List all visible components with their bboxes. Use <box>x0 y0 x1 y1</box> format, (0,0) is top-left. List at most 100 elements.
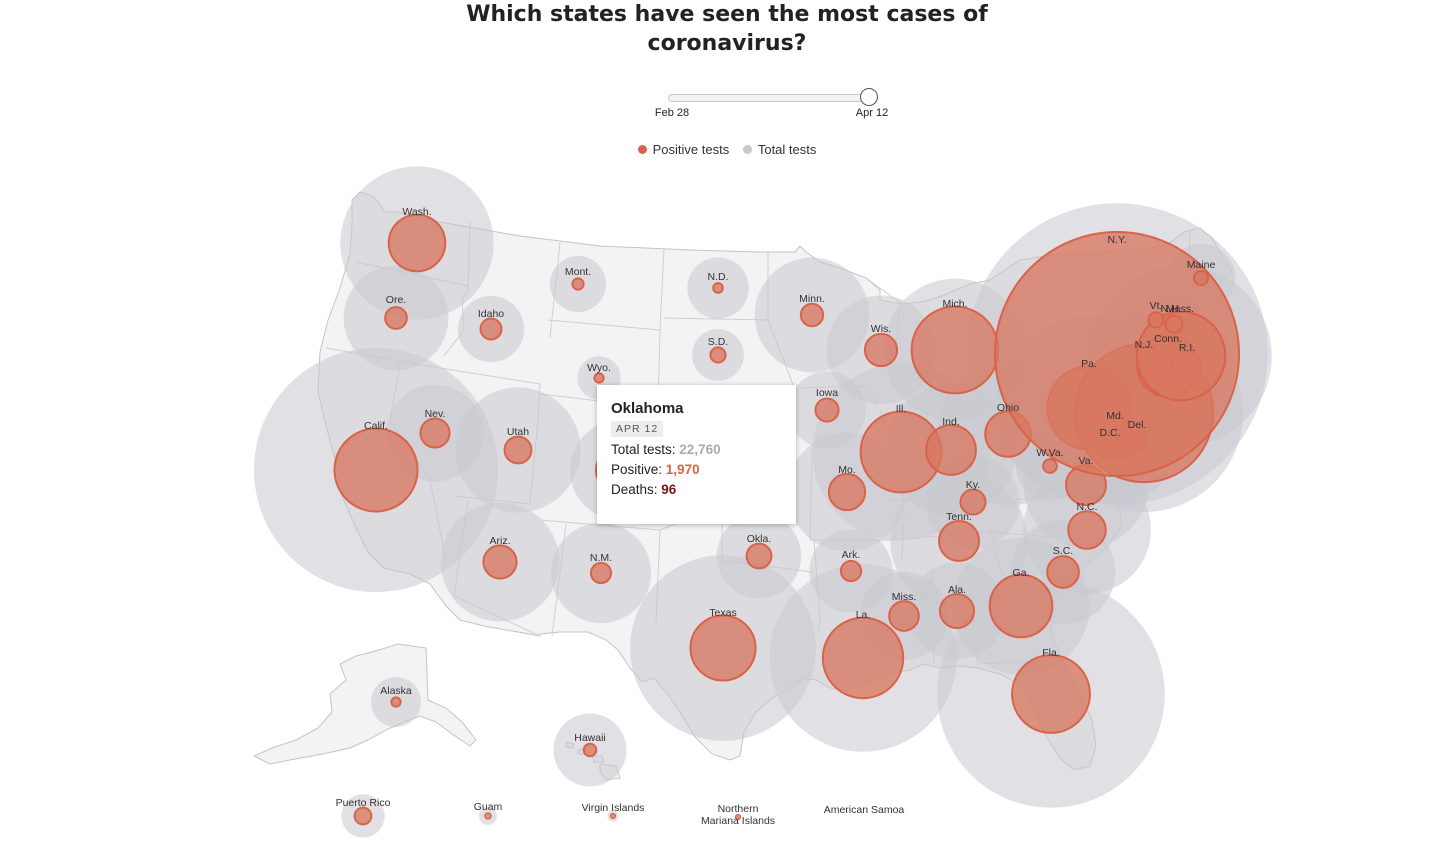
tooltip-date: APR 12 <box>611 421 664 437</box>
positive-circle-ariz[interactable] <box>482 544 518 580</box>
tooltip-total-label: Total tests: <box>611 442 676 457</box>
tooltip-total-value: 22,760 <box>679 442 721 457</box>
positive-circle-ind[interactable] <box>925 424 977 476</box>
positive-circle-n-c[interactable] <box>1067 510 1107 550</box>
positive-circle-minn[interactable] <box>799 302 825 328</box>
tooltip-deaths-row: Deaths: 96 <box>611 482 782 497</box>
state-label-la: La. <box>856 609 871 621</box>
positive-circle-ark[interactable] <box>839 559 863 583</box>
positive-circle-tenn[interactable] <box>938 520 980 562</box>
positive-circle-wis[interactable] <box>863 332 899 368</box>
slider-start-label: Feb 28 <box>654 107 690 119</box>
positive-circle-la[interactable] <box>821 616 905 700</box>
positive-circle-ala[interactable] <box>938 592 976 630</box>
positive-circle-s-d[interactable] <box>709 346 727 364</box>
positive-circle-miss[interactable] <box>888 600 920 632</box>
state-label-calif: Calif. <box>364 420 388 432</box>
state-label-n-y: N.Y. <box>1107 234 1126 246</box>
positive-circle-puerto-rico[interactable] <box>353 806 373 826</box>
state-label-s-d: S.D. <box>708 336 728 348</box>
date-slider[interactable] <box>668 88 878 106</box>
title-line-1: Which states have seen the most cases of <box>466 2 988 27</box>
positive-circle-idaho[interactable] <box>479 317 503 341</box>
state-label-w-va: W.Va. <box>1036 447 1063 459</box>
positive-circle-texas[interactable] <box>689 614 757 682</box>
state-label-iowa: Iowa <box>816 387 838 399</box>
state-label-tenn: Tenn. <box>946 511 972 523</box>
positive-circle-virgin-islands[interactable] <box>609 812 617 820</box>
positive-circle-n-d[interactable] <box>712 282 724 294</box>
positive-circle-maine[interactable] <box>1192 269 1210 287</box>
state-label-hawaii: Hawaii <box>574 732 606 744</box>
state-label-puerto-rico: Puerto Rico <box>336 797 391 809</box>
legend-total-label: Total tests <box>757 142 817 157</box>
positive-circle-utah[interactable] <box>503 435 533 465</box>
state-label-mass: Mass. <box>1166 303 1194 315</box>
positive-circle-alaska[interactable] <box>390 696 402 708</box>
positive-circle-calif[interactable] <box>333 427 419 513</box>
positive-circle-northern-mariana-islands[interactable] <box>734 813 742 821</box>
positive-circle-w-va[interactable] <box>1042 458 1058 474</box>
positive-circle-nev[interactable] <box>419 417 451 449</box>
positive-circle-fla[interactable] <box>1011 654 1091 734</box>
title-line-2: coronavirus? <box>647 31 807 56</box>
positive-dot-icon <box>637 145 647 154</box>
positive-circle-mass[interactable] <box>1135 310 1227 402</box>
positive-circle-s-c[interactable] <box>1046 555 1080 589</box>
page-title: Which states have seen the most cases of… <box>0 0 1454 58</box>
state-label-r-i: R.I. <box>1179 342 1195 354</box>
state-label-ind: Ind. <box>942 416 960 428</box>
state-label-ohio: Ohio <box>997 402 1019 414</box>
state-label-wis: Wis. <box>871 323 891 335</box>
positive-circle-n-m[interactable] <box>589 561 613 585</box>
state-labels: Wash. Ore. Calif. Nev. Idaho Mont. Wyo. Utah Ari… <box>336 206 1216 827</box>
state-label-n-h: N.H. <box>1161 303 1182 315</box>
state-label-wash: Wash. <box>402 206 431 218</box>
tooltip-positive-row: Positive: 1,970 <box>611 462 782 477</box>
state-label-ky: Ky. <box>966 479 980 491</box>
positive-circle-ga[interactable] <box>988 573 1054 639</box>
state-label-ore: Ore. <box>386 294 406 306</box>
tooltip-deaths-value: 96 <box>661 482 677 497</box>
state-label-miss: Miss. <box>892 591 917 603</box>
state-label-american-samoa: American Samoa <box>824 804 905 816</box>
state-label-n-j: N.J. <box>1135 339 1154 351</box>
positive-circle-mich[interactable] <box>910 305 1000 395</box>
tooltip-total-row: Total tests: 22,760 <box>611 442 782 457</box>
state-label-pa: Pa. <box>1081 358 1097 370</box>
state-label-n-m: N.M. <box>590 552 612 564</box>
positive-circle-n-y[interactable] <box>993 230 1241 478</box>
positive-circle-iowa[interactable] <box>814 397 840 423</box>
positive-circle-mo[interactable] <box>827 472 867 512</box>
positive-circle-n-h[interactable] <box>1164 314 1184 334</box>
tooltip-state-name: Oklahoma <box>611 400 684 417</box>
state-label-va: Va. <box>1079 455 1094 467</box>
state-label-utah: Utah <box>507 426 529 438</box>
tooltip-positive-value: 1,970 <box>665 462 700 477</box>
state-label-ala: Ala. <box>948 584 966 596</box>
state-label-northern-mariana-islands: Northern Mariana Islands <box>701 803 775 827</box>
state-label-mont: Mont. <box>565 266 591 278</box>
positive-circle-okla[interactable] <box>745 542 773 570</box>
state-label-d-c: D.C. <box>1100 427 1121 439</box>
positive-circle-wyo[interactable] <box>593 372 605 384</box>
positive-circle-ky[interactable] <box>959 488 987 516</box>
positive-circle-guam[interactable] <box>484 812 492 820</box>
tooltip-positive-label: Positive: <box>611 462 663 477</box>
state-label-md: Md. <box>1106 410 1124 422</box>
state-label-ill: Ill. <box>896 403 907 415</box>
state-label-alaska: Alaska <box>380 685 412 697</box>
case-circles <box>253 166 1272 838</box>
tooltip-deaths-label: Deaths: <box>611 482 658 497</box>
state-label-ariz: Ariz. <box>490 535 511 547</box>
state-label-virgin-islands: Virgin Islands <box>582 802 645 814</box>
positive-circle-ore[interactable] <box>384 306 408 330</box>
total-dot-icon <box>742 145 752 154</box>
state-label-n-c: N.C. <box>1077 501 1098 513</box>
positive-circle-wash[interactable] <box>387 213 447 273</box>
slider-handle[interactable] <box>860 88 878 106</box>
positive-circle-vt[interactable] <box>1147 311 1165 329</box>
positive-circle-mont[interactable] <box>571 277 585 291</box>
state-label-conn: Conn. <box>1154 333 1182 345</box>
positive-circle-hawaii[interactable] <box>582 742 598 758</box>
